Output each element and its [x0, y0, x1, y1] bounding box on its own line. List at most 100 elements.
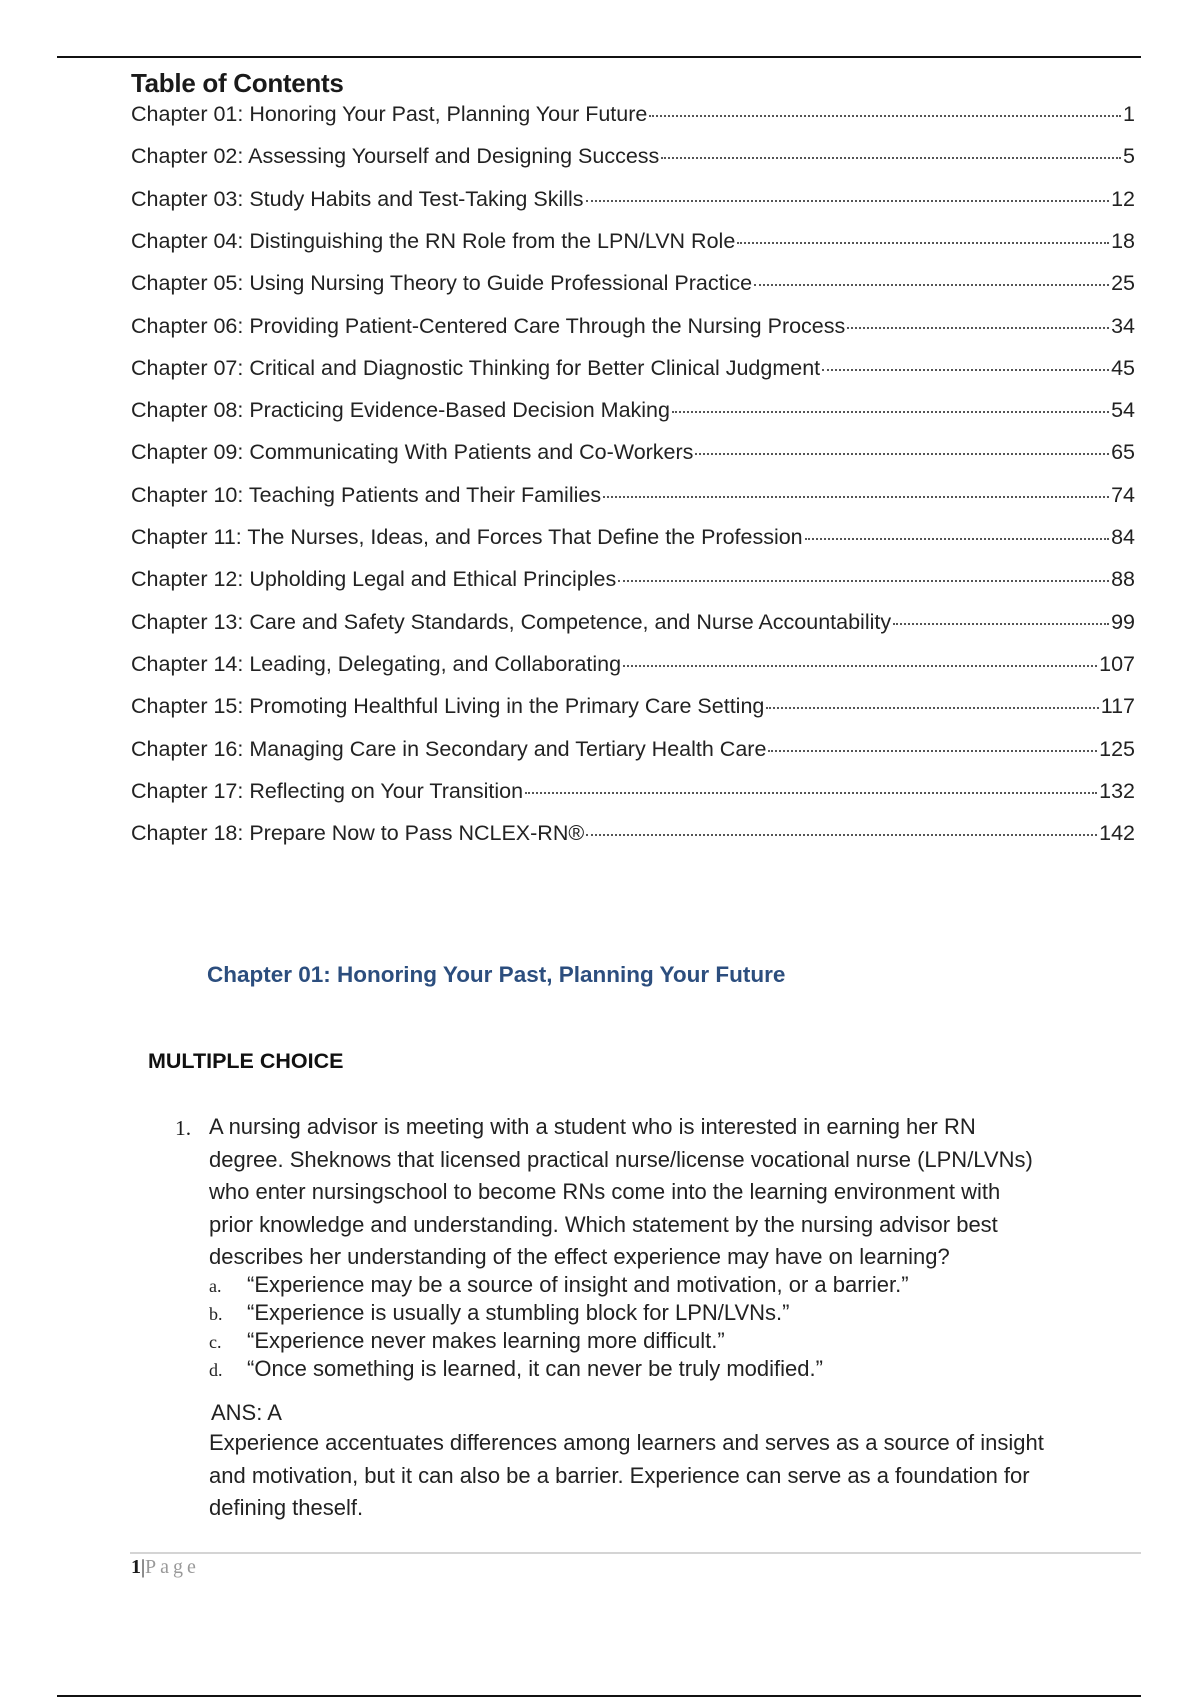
toc-leader-dots: [525, 791, 1098, 794]
answer-option: a. “Experience may be a source of insight…: [209, 1272, 909, 1298]
toc-entry[interactable]: Chapter 02: Assessing Yourself and Desig…: [131, 144, 1135, 174]
toc-entry[interactable]: Chapter 15: Promoting Healthful Living i…: [131, 694, 1135, 724]
page-number: 1: [131, 1556, 141, 1578]
toc-leader-dots: [766, 707, 1099, 710]
toc-leader-dots: [695, 453, 1110, 456]
toc-entry[interactable]: Chapter 08: Practicing Evidence-Based De…: [131, 398, 1135, 428]
toc-entry[interactable]: Chapter 11: The Nurses, Ideas, and Force…: [131, 525, 1135, 555]
question-text-line: who enter nursingschool to become RNs co…: [209, 1179, 1001, 1204]
option-letter: b.: [209, 1304, 223, 1324]
toc-entry-label: Chapter 18: Prepare Now to Pass NCLEX-RN…: [131, 821, 585, 846]
toc-entry[interactable]: Chapter 03: Study Habits and Test-Taking…: [131, 187, 1135, 217]
toc-entry-page: 54: [1111, 398, 1135, 423]
toc-entry-label: Chapter 03: Study Habits and Test-Taking…: [131, 186, 584, 211]
toc-entry-label: Chapter 15: Promoting Healthful Living i…: [131, 694, 765, 719]
toc-entry-label: Chapter 13: Care and Safety Standards, C…: [131, 609, 892, 634]
toc-leader-dots: [623, 664, 1098, 667]
question-text-line: degree. Sheknows that licensed practical…: [209, 1146, 1033, 1172]
toc-entry[interactable]: Chapter 12: Upholding Legal and Ethical …: [131, 567, 1135, 597]
toc-entry-page: 45: [1111, 355, 1135, 380]
toc-entry-page: 132: [1099, 778, 1135, 803]
toc-leader-dots: [603, 495, 1110, 498]
toc-entry[interactable]: Chapter 04: Distinguishing the RN Role f…: [131, 229, 1135, 259]
footer-separator: |: [141, 1556, 146, 1578]
toc-leader-dots: [586, 834, 1098, 837]
toc-entry-label: Chapter 08: Practicing Evidence-Based De…: [131, 398, 670, 423]
section-heading: MULTIPLE CHOICE: [148, 1049, 344, 1073]
toc-entry[interactable]: Chapter 17: Reflecting on Your Transitio…: [131, 779, 1135, 809]
toc-entry-page: 65: [1111, 440, 1135, 465]
toc-entry-label: Chapter 07: Critical and Diagnostic Thin…: [131, 355, 821, 380]
toc-entry-label: Chapter 02: Assessing Yourself and Desig…: [131, 144, 660, 169]
toc-title: Table of Contents: [131, 68, 344, 98]
toc-entry[interactable]: Chapter 13: Care and Safety Standards, C…: [131, 610, 1135, 640]
page-word: Page: [145, 1556, 200, 1578]
footer-divider: [130, 1552, 1141, 1554]
toc-leader-dots: [737, 241, 1110, 244]
rationale-line: defining theself.: [209, 1495, 364, 1520]
toc-leader-dots: [822, 368, 1110, 371]
toc-entry-label: Chapter 09: Communicating With Patients …: [131, 440, 694, 465]
toc-entry[interactable]: Chapter 06: Providing Patient-Centered C…: [131, 314, 1135, 344]
toc-entry-label: Chapter 04: Distinguishing the RN Role f…: [131, 228, 736, 253]
toc-entry[interactable]: Chapter 01: Honoring Your Past, Planning…: [131, 102, 1135, 132]
toc-leader-dots: [661, 157, 1122, 160]
toc-entry-page: 25: [1111, 271, 1135, 296]
toc-entry[interactable]: Chapter 07: Critical and Diagnostic Thin…: [131, 356, 1135, 386]
page-footer: 1|Page: [131, 1556, 200, 1579]
toc-entry-label: Chapter 17: Reflecting on Your Transitio…: [131, 778, 524, 803]
toc-entry-page: 34: [1111, 313, 1135, 338]
question-number: 1.: [175, 1116, 192, 1140]
answer-option: b. “Experience is usually a stumbling blo…: [209, 1300, 789, 1326]
top-rule: [57, 56, 1141, 58]
option-letter: d.: [209, 1360, 223, 1380]
answer-option: d. “Once something is learned, it can nev…: [209, 1356, 823, 1382]
toc-entry-label: Chapter 14: Leading, Delegating, and Col…: [131, 651, 622, 676]
toc-entry[interactable]: Chapter 16: Managing Care in Secondary a…: [131, 737, 1135, 767]
toc-entry[interactable]: Chapter 05: Using Nursing Theory to Guid…: [131, 271, 1135, 301]
toc-entry-page: 125: [1099, 736, 1135, 761]
toc-leader-dots: [754, 284, 1110, 287]
toc-entry[interactable]: Chapter 18: Prepare Now to Pass NCLEX-RN…: [131, 821, 1135, 851]
toc-entry-page: 107: [1099, 651, 1135, 676]
question-text-line: prior knowledge and understanding. Which…: [209, 1211, 998, 1237]
toc-entry[interactable]: Chapter 09: Communicating With Patients …: [131, 440, 1135, 470]
toc-leader-dots: [585, 199, 1110, 202]
answer-option: c. “Experience never makes learning more …: [209, 1328, 725, 1354]
option-text: “Experience never makes learning more di…: [247, 1328, 725, 1353]
toc-leader-dots: [649, 115, 1122, 117]
option-letter: c.: [209, 1332, 222, 1352]
toc-entry-page: 74: [1111, 482, 1135, 507]
rationale-line: and motivation, but it can also be a bar…: [209, 1462, 1030, 1488]
chapter-heading: Chapter 01: Honoring Your Past, Planning…: [207, 962, 786, 987]
toc-entry-page: 117: [1100, 694, 1135, 719]
option-text: “Once something is learned, it can never…: [247, 1356, 823, 1381]
toc-leader-dots: [618, 580, 1110, 583]
toc-entry-label: Chapter 05: Using Nursing Theory to Guid…: [131, 271, 753, 296]
answer-key: ANS: A: [211, 1400, 282, 1425]
toc-entry-label: Chapter 11: The Nurses, Ideas, and Force…: [131, 525, 803, 549]
toc-entry-page: 1: [1123, 102, 1135, 126]
rationale-line: Experience accentuates differences among…: [209, 1430, 1044, 1455]
option-text: “Experience is usually a stumbling block…: [247, 1300, 790, 1325]
toc-leader-dots: [893, 622, 1110, 625]
question-text-line: describes her understanding of the effec…: [209, 1244, 950, 1269]
toc-leader-dots: [804, 538, 1110, 540]
bottom-rule: [57, 1695, 1141, 1697]
toc-entry-page: 5: [1123, 144, 1135, 169]
toc-entry-page: 18: [1111, 228, 1135, 253]
toc-entry-label: Chapter 01: Honoring Your Past, Planning…: [131, 102, 648, 126]
toc-entry-page: 99: [1111, 609, 1135, 634]
toc-entry-label: Chapter 10: Teaching Patients and Their …: [131, 482, 602, 507]
toc-leader-dots: [847, 326, 1110, 329]
toc-entry[interactable]: Chapter 14: Leading, Delegating, and Col…: [131, 652, 1135, 682]
toc-entry-page: 88: [1111, 567, 1135, 592]
question-text-line: A nursing advisor is meeting with a stud…: [209, 1114, 976, 1139]
toc-entry-page: 142: [1099, 821, 1135, 846]
option-text: “Experience may be a source of insight a…: [247, 1272, 909, 1297]
toc-leader-dots: [671, 411, 1110, 414]
toc-leader-dots: [768, 749, 1098, 752]
toc-entry[interactable]: Chapter 10: Teaching Patients and Their …: [131, 483, 1135, 513]
toc-entry-label: Chapter 06: Providing Patient-Centered C…: [131, 313, 846, 338]
toc-entry-label: Chapter 16: Managing Care in Secondary a…: [131, 736, 767, 761]
